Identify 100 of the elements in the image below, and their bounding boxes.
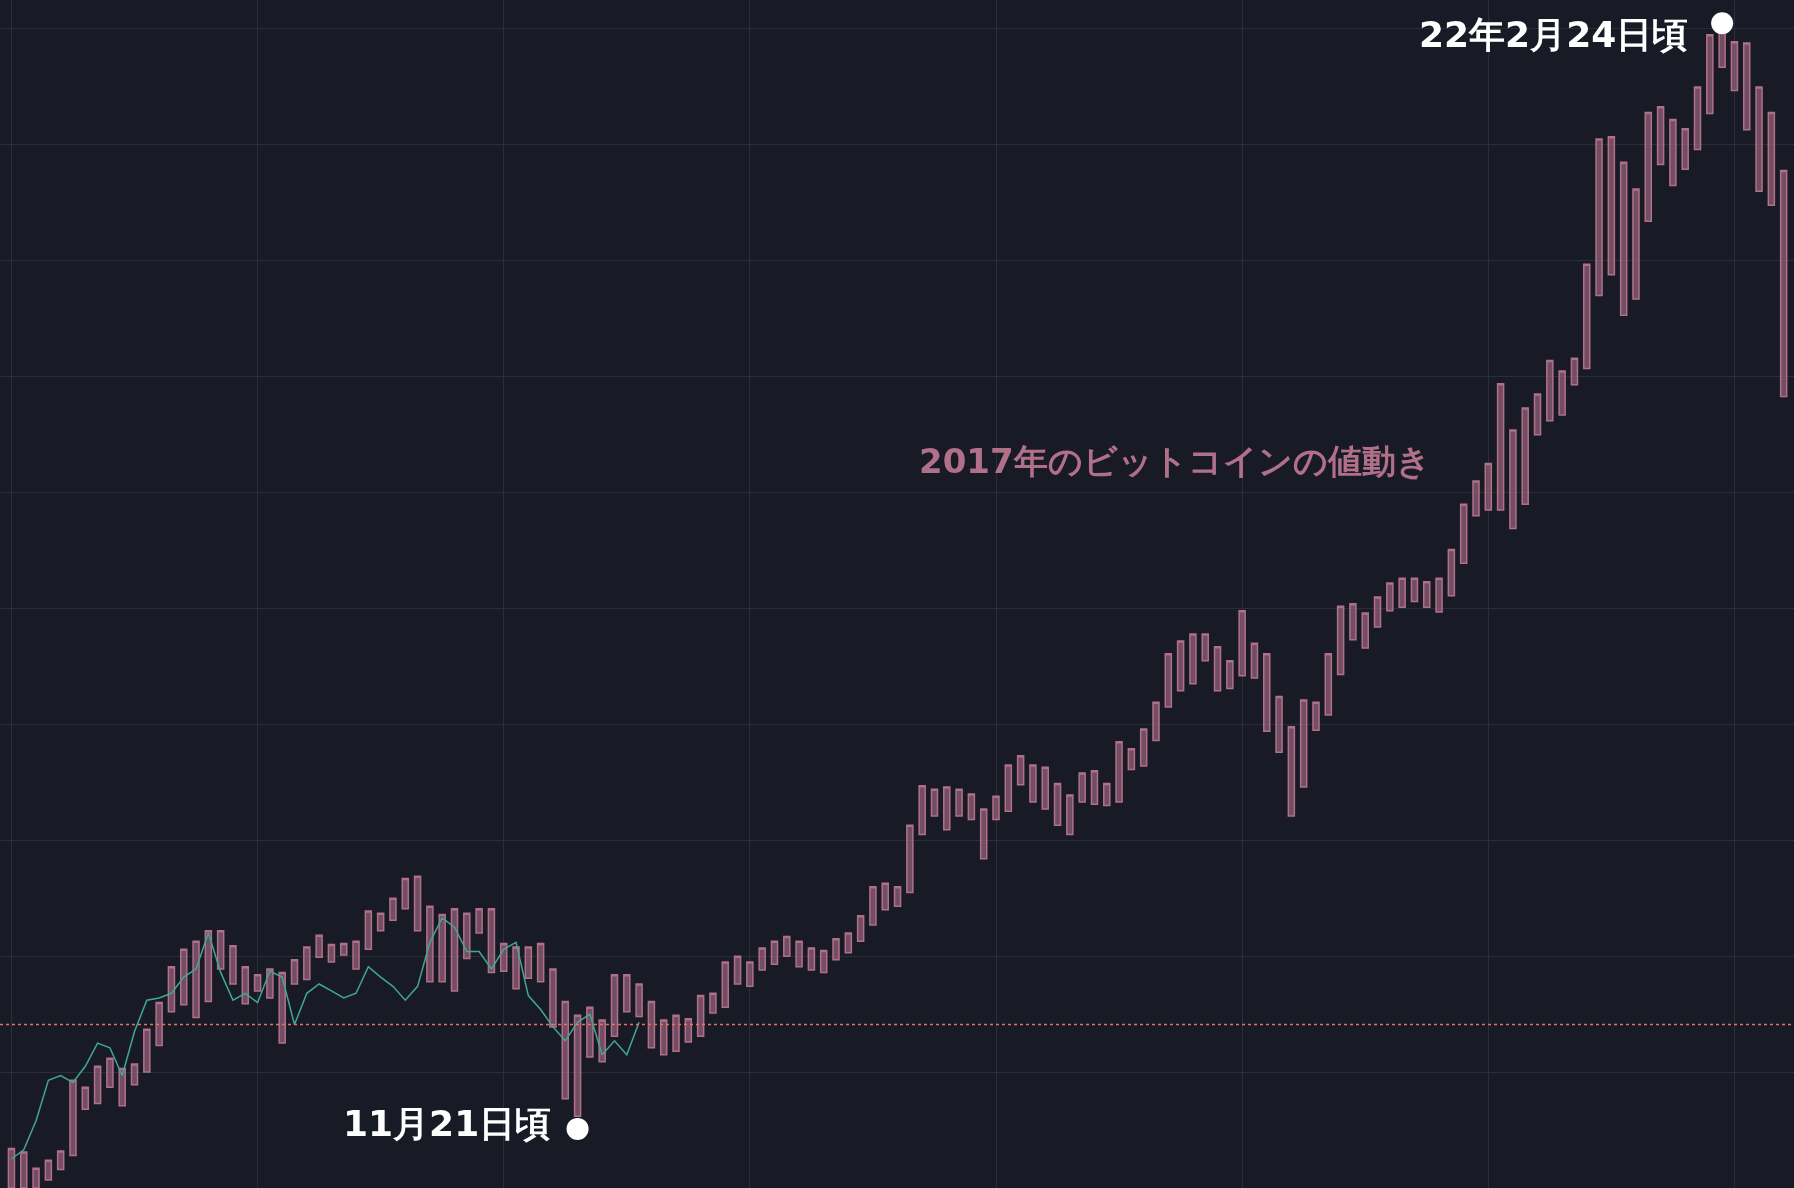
candlestick — [1349, 603, 1357, 641]
candlestick — [1176, 640, 1185, 692]
candlestick — [943, 786, 951, 831]
candlestick — [623, 973, 631, 1013]
candlestick — [696, 994, 705, 1037]
candlestick — [672, 1014, 680, 1052]
candlestick — [438, 913, 446, 983]
candlestick — [1312, 701, 1320, 731]
candlestick — [192, 940, 200, 1019]
candlestick — [512, 946, 520, 990]
candlestick — [881, 882, 890, 911]
candlestick — [832, 938, 840, 961]
candlestick — [389, 897, 397, 922]
candlestick — [807, 947, 816, 971]
candlestick — [1299, 699, 1308, 788]
candlestick — [1730, 40, 1739, 92]
candlestick — [143, 1028, 151, 1073]
candlestick — [746, 961, 754, 988]
candlestick — [1226, 659, 1234, 690]
candlestick — [463, 912, 471, 960]
candlestick — [266, 968, 274, 999]
candlestick — [1496, 382, 1505, 511]
candlestick — [906, 824, 914, 894]
candlestick — [413, 875, 422, 932]
annotation: 11月21日頃 — [343, 1103, 552, 1144]
candlestick — [536, 942, 545, 983]
candlestick — [783, 935, 791, 957]
candlestick — [1632, 188, 1640, 300]
candlestick — [1078, 772, 1086, 803]
candlestick — [1435, 577, 1443, 613]
candlestick — [955, 788, 963, 817]
candlestick — [1041, 766, 1049, 810]
candlestick — [1103, 782, 1111, 807]
candlestick — [81, 1086, 90, 1110]
candlestick — [1324, 652, 1333, 716]
candlestick — [93, 1065, 102, 1105]
candlestick — [1336, 605, 1345, 676]
candlestick — [1509, 429, 1517, 530]
candlestick — [1619, 161, 1628, 316]
candlestick — [819, 949, 828, 974]
candlestick — [426, 905, 434, 983]
candlestick — [1693, 86, 1702, 151]
candlestick — [278, 971, 286, 1044]
candlestick — [1521, 407, 1529, 505]
candlestick — [179, 948, 188, 1006]
candlestick — [7, 1147, 16, 1188]
candlestick — [573, 1014, 582, 1117]
candlestick — [1742, 42, 1751, 131]
candlestick — [155, 1001, 163, 1047]
candlestick — [475, 907, 483, 934]
candlestick — [1656, 105, 1665, 166]
candlestick — [1533, 393, 1542, 436]
candlestick — [1004, 764, 1013, 813]
candlestick — [1090, 770, 1099, 806]
candlestick — [1275, 695, 1283, 753]
candlestick — [979, 808, 988, 860]
candlestick — [1779, 169, 1788, 398]
candlestick — [1152, 701, 1160, 742]
candlestick — [610, 973, 619, 1037]
candlestick — [401, 877, 410, 910]
candlestick — [1472, 480, 1480, 517]
candlestick — [1570, 357, 1579, 386]
candlestick — [869, 885, 877, 926]
candlestick — [844, 932, 853, 954]
candlestick — [106, 1057, 114, 1088]
candlestick — [1115, 741, 1123, 803]
candlestick — [315, 934, 323, 959]
candlestick — [1546, 359, 1554, 422]
candlestick — [1558, 370, 1566, 416]
candlestick — [524, 946, 533, 979]
candlestick — [709, 992, 717, 1014]
candlestick — [1238, 610, 1246, 677]
candlestick — [1127, 747, 1136, 771]
candlestick — [1706, 34, 1714, 115]
candlestick — [32, 1167, 40, 1188]
candlestick — [1287, 725, 1296, 817]
annotation: 2017年のビットコインの値動き — [919, 441, 1431, 481]
candlestick — [290, 958, 299, 985]
candlestick — [1373, 596, 1382, 628]
candlestick — [659, 1019, 668, 1056]
candlestick — [721, 961, 730, 1008]
candlestick — [1066, 794, 1074, 836]
candlestick — [1595, 138, 1603, 297]
candlestick — [1164, 652, 1173, 708]
candlestick — [229, 945, 237, 985]
candlestick — [1386, 582, 1394, 612]
candlestick — [339, 942, 348, 956]
candlestick — [992, 795, 1000, 821]
candlestick — [1422, 581, 1431, 609]
candlestick — [1189, 633, 1197, 685]
candlestick — [1139, 728, 1148, 767]
candlestick — [1767, 111, 1776, 206]
candlestick — [1361, 612, 1369, 649]
candlestick — [684, 1018, 693, 1043]
candlestick — [1250, 642, 1259, 679]
candlestick — [893, 885, 902, 908]
candlestick — [586, 1006, 594, 1058]
candlestick — [1053, 782, 1062, 826]
candlestick — [1459, 503, 1468, 565]
candlestick — [450, 907, 459, 992]
